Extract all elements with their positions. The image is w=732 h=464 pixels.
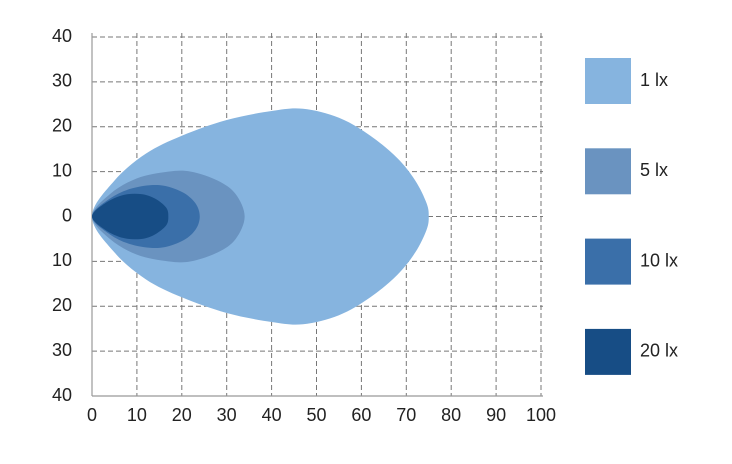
y-tick-label: 40 <box>52 26 72 46</box>
x-tick-label: 60 <box>351 405 371 425</box>
isolux-area <box>92 108 429 325</box>
x-tick-label: 20 <box>172 405 192 425</box>
x-tick-label: 100 <box>526 405 556 425</box>
y-tick-label: 0 <box>62 205 72 225</box>
legend-label: 5 lx <box>640 160 668 180</box>
legend-label: 1 lx <box>640 70 668 90</box>
y-tick-label: 40 <box>52 385 72 405</box>
legend-swatch <box>585 238 631 285</box>
x-tick-label: 70 <box>396 405 416 425</box>
x-tick-label: 50 <box>306 405 326 425</box>
legend-label: 20 lx <box>640 341 678 361</box>
y-tick-label: 30 <box>52 71 72 91</box>
x-tick-label: 90 <box>486 405 506 425</box>
y-tick-label: 20 <box>52 295 72 315</box>
x-tick-label: 0 <box>87 405 97 425</box>
x-tick-label: 80 <box>441 405 461 425</box>
x-tick-label: 10 <box>127 405 147 425</box>
y-tick-label: 20 <box>52 116 72 136</box>
legend-swatch <box>585 148 631 195</box>
y-tick-label: 30 <box>52 340 72 360</box>
y-tick-label: 10 <box>52 250 72 270</box>
isolux-area <box>92 193 169 240</box>
legend-swatch <box>585 328 631 375</box>
legend-swatch <box>585 58 631 104</box>
x-tick-label: 40 <box>262 405 282 425</box>
y-tick-label: 10 <box>52 160 72 180</box>
x-tick-label: 30 <box>217 405 237 425</box>
legend-label: 10 lx <box>640 250 678 270</box>
